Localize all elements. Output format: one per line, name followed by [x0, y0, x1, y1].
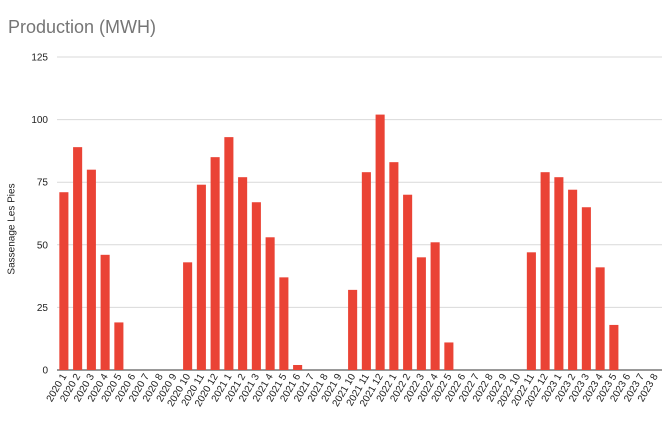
- bar: [100, 254, 110, 370]
- y-tick-labels: 0 25 50 75 100 125: [31, 53, 48, 377]
- y-tick-label: 100: [31, 115, 48, 126]
- bar: [196, 184, 206, 370]
- bar: [403, 194, 413, 370]
- bar: [389, 162, 399, 370]
- bar: [114, 322, 124, 370]
- chart-title: Production (MWH): [8, 17, 157, 37]
- y-tick-label: 125: [31, 53, 48, 64]
- y-tick-label: 25: [37, 303, 49, 314]
- bar: [251, 202, 261, 370]
- bars: [59, 114, 619, 370]
- y-tick-label: 75: [37, 178, 49, 189]
- bar: [554, 177, 564, 370]
- bar: [540, 172, 550, 370]
- bar: [183, 262, 193, 370]
- bar: [430, 242, 440, 370]
- bar: [238, 177, 248, 370]
- bar: [595, 267, 605, 370]
- bar: [526, 252, 536, 370]
- bar: [361, 172, 371, 370]
- bar: [293, 364, 303, 370]
- bar: [416, 257, 426, 370]
- y-tick-label: 50: [37, 240, 49, 251]
- bar: [86, 169, 96, 370]
- y-tick-label: 0: [42, 366, 48, 377]
- bar: [224, 137, 234, 370]
- bar: [210, 157, 220, 370]
- bar: [59, 192, 69, 370]
- bar: [609, 324, 619, 370]
- bar: [348, 289, 358, 370]
- bar: [568, 189, 578, 370]
- bar: [375, 114, 385, 370]
- bar: [279, 277, 289, 370]
- bar: [265, 237, 275, 370]
- bar: [73, 147, 83, 370]
- bar: [581, 207, 591, 370]
- bar: [444, 342, 454, 370]
